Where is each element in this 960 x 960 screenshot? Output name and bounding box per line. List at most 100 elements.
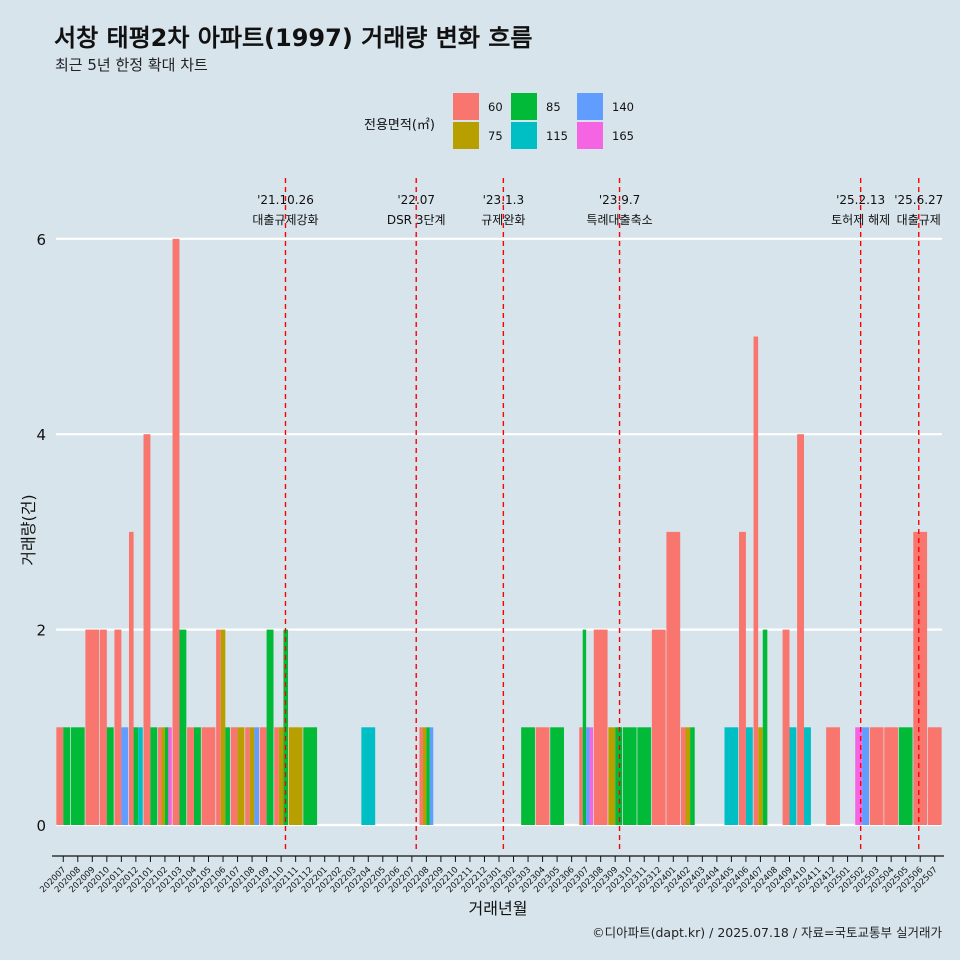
bar-202504-60 [884, 727, 899, 825]
bar-202007-60 [56, 727, 64, 825]
legend-swatch-85 [511, 93, 537, 120]
legend: 60 75 85 115 140 165 [453, 93, 693, 151]
legend-swatch-75 [453, 122, 479, 149]
y-tick-label-4: 4 [36, 426, 46, 444]
bar-202307-60 [579, 727, 583, 825]
bar-202309-75 [608, 727, 616, 825]
bar-202011-60 [114, 629, 122, 825]
bar-202208-60 [419, 727, 423, 825]
bar-202506-60 [913, 531, 928, 825]
y-axis-label: 거래량(건) [19, 494, 38, 565]
legend-label-75: 75 [488, 129, 503, 143]
bar-202304-60 [535, 727, 550, 825]
bar-202307-140 [586, 727, 590, 825]
bar-202012-115 [138, 727, 143, 825]
bar-202104-85 [193, 727, 201, 825]
event-date-4: '25.2.13 [836, 193, 885, 207]
event-label-3: 특례대출축소 [586, 213, 652, 227]
bar-202410-115 [804, 727, 811, 825]
bar-202208-85 [426, 727, 430, 825]
bar-202402-60 [680, 727, 686, 825]
bar-202109-60 [259, 727, 267, 825]
bar-202505-85 [898, 727, 913, 825]
bar-202107-60 [230, 727, 238, 825]
bar-202307-165 [589, 727, 594, 825]
bar-202109-85 [266, 629, 274, 825]
bar-202406-115 [745, 727, 753, 825]
bar-202108-60 [245, 727, 250, 825]
bar-202102-60 [158, 727, 162, 825]
event-markers: '21.10.26 대출규제강화 '22.07 DSR 3단계 '23.1.3 규제완화 '… [252, 178, 943, 852]
bar-202409-60 [782, 629, 790, 825]
event-date-1: '22.07 [397, 193, 435, 207]
legend-swatch-165 [577, 122, 603, 149]
bar-202110-60 [274, 727, 279, 825]
chart-title: 서창 태평2차 아파트(1997) 거래량 변화 흐름 [54, 24, 533, 52]
bar-202105-60 [201, 727, 216, 825]
bar-202012-85 [133, 727, 139, 825]
bar-202310-85 [622, 727, 637, 825]
bar-202406-60 [739, 531, 746, 825]
bar-202503-60 [869, 727, 884, 825]
bar-202012-60 [128, 531, 134, 825]
bar-202303-85 [521, 727, 535, 825]
bar-202106-85 [225, 727, 230, 825]
bar-202407-85 [762, 629, 768, 825]
bar-202102-75 [161, 727, 165, 825]
legend-swatch-60 [453, 93, 479, 120]
bar-202110-75 [278, 727, 284, 825]
bar-202502-165 [855, 727, 863, 825]
legend-title: 전용면적(㎡) [364, 118, 435, 133]
event-date-0: '21.10.26 [257, 193, 314, 207]
bar-202009-60 [85, 629, 100, 825]
legend-label-140: 140 [612, 100, 634, 114]
bar-202208-140 [429, 727, 434, 825]
bar-202401-60 [666, 531, 681, 825]
bar-202111-75 [288, 727, 303, 825]
y-tick-label-6: 6 [36, 231, 46, 249]
y-tick-label-2: 2 [36, 622, 46, 640]
bar-202309-85 [615, 727, 623, 825]
legend-label-115: 115 [546, 129, 568, 143]
bar-202507-60 [927, 727, 942, 825]
bar-202204-115 [361, 727, 376, 825]
bar-202011-140 [121, 727, 129, 825]
legend-swatch-140 [577, 93, 603, 120]
event-date-3: '23.9.7 [599, 193, 640, 207]
bar-202108-140 [254, 727, 259, 825]
bar-202101-60 [143, 434, 151, 825]
bar-202106-60 [216, 629, 221, 825]
legend-swatch-115 [511, 122, 537, 149]
bars [56, 238, 942, 826]
event-label-2: 규제완화 [481, 213, 525, 227]
bar-202311-85 [637, 727, 652, 825]
event-label-1: DSR 3단계 [387, 213, 446, 227]
bar-202312-60 [651, 629, 666, 825]
bar-202407-75 [758, 727, 763, 825]
event-date-2: '23.1.3 [483, 193, 524, 207]
legend-label-165: 165 [612, 129, 634, 143]
bar-202101-85 [150, 727, 158, 825]
legend-label-60: 60 [488, 100, 503, 114]
x-axis-label: 거래년월 [469, 899, 528, 918]
bar-202007-85 [63, 727, 71, 825]
event-label-4: 토허제 해제 [831, 213, 890, 227]
bar-202104-60 [187, 727, 194, 825]
bar-202010-60 [99, 629, 107, 825]
caption: ©디아파트(dapt.kr) / 2025.07.18 / 자료=국토교통부 실… [592, 925, 942, 940]
bar-202410-60 [797, 434, 805, 825]
bar-202103-60 [172, 238, 180, 826]
bar-202402-85 [690, 727, 695, 825]
bar-202405-115 [724, 727, 739, 825]
y-tick-label-0: 0 [36, 817, 46, 835]
bar-202208-75 [422, 727, 427, 825]
legend-label-85: 85 [546, 100, 561, 114]
bar-202102-85 [164, 727, 169, 825]
bar-202502-140 [862, 727, 870, 825]
bar-202008-85 [70, 727, 85, 825]
bar-202307-85 [582, 629, 587, 825]
bar-202409-115 [789, 727, 797, 825]
bar-202108-75 [249, 727, 255, 825]
